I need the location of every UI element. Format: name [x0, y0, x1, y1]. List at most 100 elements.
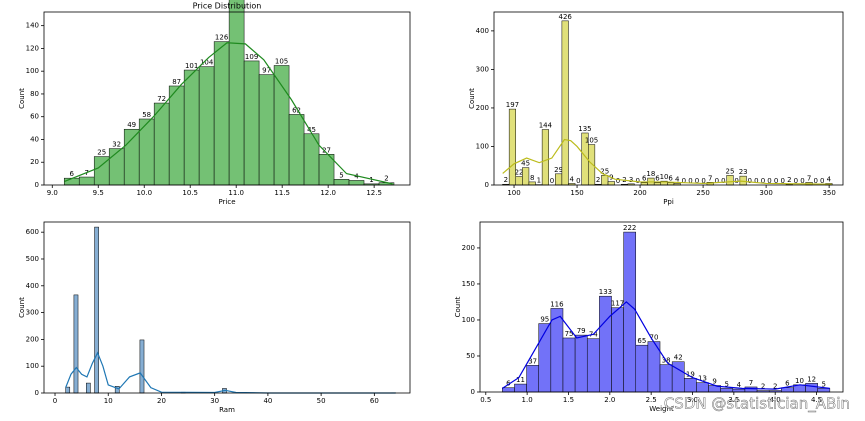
data-label: 2 — [787, 176, 791, 184]
data-label: 9 — [712, 378, 716, 386]
x-tick-label: 9.0 — [47, 189, 58, 197]
bar — [288, 114, 305, 186]
data-label: 4 — [827, 175, 832, 183]
y-axis-label: Count — [18, 297, 26, 318]
data-label: 32 — [112, 141, 121, 149]
data-label: 62 — [292, 106, 301, 114]
bar — [555, 173, 563, 186]
bar — [348, 180, 365, 186]
bar — [550, 308, 564, 393]
data-label: 5 — [822, 380, 826, 388]
data-label: 25 — [726, 167, 735, 175]
kde-line — [501, 301, 830, 390]
data-label: 1 — [537, 177, 541, 185]
bar — [588, 144, 596, 186]
x-tick-label: 300 — [759, 189, 772, 197]
data-label: 116 — [550, 300, 564, 308]
y-tick-label: 150 — [462, 280, 475, 288]
data-label: 19 — [686, 370, 695, 378]
y-tick-label: 200 — [26, 335, 39, 343]
data-label: 22 — [515, 169, 524, 177]
x-tick-label: 0 — [53, 397, 57, 405]
data-label: 25 — [97, 149, 106, 157]
x-tick-label: 4.0 — [770, 396, 781, 404]
data-label: 2 — [384, 175, 388, 183]
bar — [213, 41, 230, 186]
x-tick-label: 250 — [696, 189, 709, 197]
x-tick-label: 3.5 — [728, 396, 739, 404]
bar — [123, 128, 140, 186]
y-tick-label: 0 — [471, 388, 475, 396]
data-label: 6 — [69, 170, 74, 178]
y-tick-label: 400 — [476, 27, 489, 35]
y-tick-label: 500 — [26, 255, 39, 263]
bar — [522, 167, 530, 186]
bar — [526, 365, 539, 393]
bar — [198, 66, 215, 186]
bar — [502, 387, 515, 393]
kde-line — [502, 138, 832, 185]
x-tick-label: 10.5 — [182, 189, 198, 197]
x-tick-label: 40 — [263, 397, 272, 405]
y-tick-label: 140 — [26, 22, 39, 30]
axes-frame — [43, 11, 411, 186]
y-tick-label: 300 — [26, 309, 39, 317]
data-label: 23 — [739, 168, 748, 176]
x-tick-label: 2.5 — [646, 396, 657, 404]
x-tick-label: 11.5 — [274, 189, 290, 197]
y-tick-label: 40 — [30, 135, 39, 143]
bar — [696, 382, 709, 393]
data-label: 105 — [585, 137, 598, 145]
data-label: 426 — [559, 13, 573, 21]
data-label: 3 — [629, 176, 633, 184]
data-label: 0 — [576, 177, 580, 185]
data-label: 0 — [688, 177, 692, 185]
x-tick-label: 12.5 — [366, 189, 382, 197]
bar — [720, 388, 734, 393]
data-label: 0 — [635, 177, 639, 185]
data-label: 5 — [339, 171, 343, 179]
data-label: 0 — [616, 177, 620, 185]
bar — [726, 175, 734, 186]
x-tick-label: 1.5 — [563, 396, 574, 404]
bar — [168, 85, 185, 186]
bar — [684, 378, 697, 393]
data-label: 6 — [642, 175, 647, 183]
data-label: 135 — [578, 125, 591, 133]
y-axis-label: Count — [468, 88, 476, 109]
data-label: 7 — [807, 174, 811, 182]
data-label: 222 — [623, 224, 636, 232]
y-tick-label: 0 — [485, 181, 489, 189]
y-tick-label: 0 — [35, 389, 39, 397]
bar — [611, 307, 624, 393]
data-label: 2 — [596, 176, 600, 184]
data-label: 197 — [506, 101, 519, 109]
axes-frame — [493, 11, 844, 186]
data-label: 13 — [698, 375, 707, 383]
data-label: 4 — [675, 175, 680, 183]
data-label: 7 — [749, 379, 753, 387]
data-label: 0 — [767, 177, 771, 185]
data-label: 109 — [245, 53, 258, 61]
x-tick-label: 9.5 — [93, 189, 104, 197]
bar — [574, 334, 588, 393]
bar — [599, 295, 612, 393]
bar — [659, 364, 673, 393]
y-tick-label: 100 — [462, 316, 475, 324]
data-label: 4 — [737, 381, 742, 389]
axes-frame — [479, 221, 844, 393]
data-label: 95 — [540, 316, 549, 324]
bar — [541, 129, 549, 186]
bar — [78, 176, 95, 186]
data-label: 18 — [646, 170, 655, 178]
data-label: 49 — [127, 121, 136, 129]
bar — [108, 148, 125, 186]
x-tick-label: 150 — [570, 189, 583, 197]
data-label: 6 — [785, 380, 790, 388]
bar — [562, 337, 576, 393]
data-label: 42 — [674, 354, 683, 362]
data-label: 144 — [539, 122, 553, 130]
bar — [258, 74, 275, 186]
y-tick-label: 120 — [26, 44, 39, 52]
